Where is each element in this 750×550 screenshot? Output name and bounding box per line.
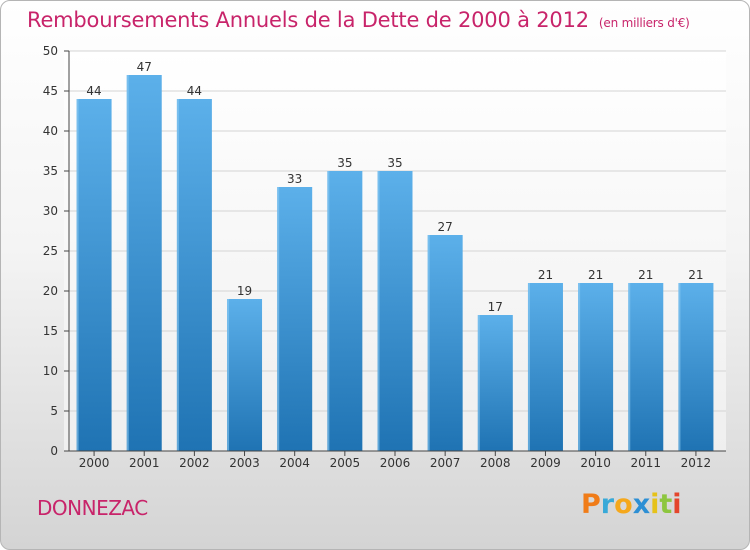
y-tick-label: 35 [43, 164, 58, 178]
y-tick-label: 40 [43, 124, 58, 138]
y-tick-label: 30 [43, 204, 58, 218]
y-tick-label: 10 [43, 364, 58, 378]
x-tick-label: 2004 [279, 456, 310, 470]
bars [76, 75, 714, 451]
axes [64, 50, 726, 456]
logo-letter: x [632, 489, 651, 520]
bar-highlight [427, 235, 430, 451]
bar-highlight [277, 187, 280, 451]
bar-value-label: 35 [337, 156, 352, 170]
bar-highlight [126, 75, 129, 451]
bar [427, 235, 463, 451]
x-tick-label: 2007 [430, 456, 461, 470]
bar [227, 299, 263, 451]
logo-letter: i [650, 489, 660, 520]
bar [176, 99, 212, 451]
bar-value-label: 33 [287, 172, 302, 186]
proxiti-logo: Proxiti [581, 489, 682, 520]
y-tick-label: 15 [43, 324, 58, 338]
bar-value-label: 21 [638, 268, 653, 282]
bar [327, 171, 363, 451]
x-tick-label: 2010 [580, 456, 611, 470]
bar-highlight [227, 299, 230, 451]
x-tick-label: 2012 [681, 456, 712, 470]
bar-value-label: 47 [137, 60, 152, 74]
logo-letter: P [581, 489, 601, 520]
bar-value-label: 21 [588, 268, 603, 282]
bar-value-label: 19 [237, 284, 252, 298]
bar-value-label: 17 [488, 300, 503, 314]
chart-title-unit: (en milliers d'€) [598, 16, 690, 30]
x-tick-label: 2011 [630, 456, 661, 470]
x-tick-label: 2006 [380, 456, 411, 470]
bar [76, 99, 112, 451]
bar [477, 315, 513, 451]
bar-highlight [527, 283, 530, 451]
bar-value-label: 44 [86, 84, 101, 98]
commune-name: DONNEZAC [37, 496, 148, 520]
y-tick-label: 25 [43, 244, 58, 258]
bar-highlight [628, 283, 631, 451]
bar-highlight [176, 99, 179, 451]
x-tick-label: 2000 [79, 456, 110, 470]
y-tick-label: 50 [43, 44, 58, 58]
y-tick-label: 5 [50, 404, 58, 418]
y-tick-label: 0 [50, 444, 58, 458]
bar-value-label: 44 [187, 84, 202, 98]
logo-letter: t [659, 489, 673, 520]
x-tick-label: 2001 [129, 456, 160, 470]
bar [527, 283, 563, 451]
x-tick-label: 2005 [330, 456, 361, 470]
bar [628, 283, 664, 451]
bar-value-label: 27 [438, 220, 453, 234]
y-tick-label: 20 [43, 284, 58, 298]
x-tick-label: 2003 [229, 456, 260, 470]
bar-highlight [678, 283, 681, 451]
y-tick-label: 45 [43, 84, 58, 98]
bar-highlight [377, 171, 380, 451]
bar-highlight [327, 171, 330, 451]
bar-highlight [578, 283, 581, 451]
x-tick-label: 2009 [530, 456, 561, 470]
bar [277, 187, 313, 451]
bar-highlight [477, 315, 480, 451]
bar [377, 171, 413, 451]
labels: 0 5 10 15 20 25 30 35 40 45 50 44 2000 47 2001 44 2002 19… [43, 44, 711, 470]
logo-letter: o [614, 489, 633, 520]
x-tick-label: 2008 [480, 456, 511, 470]
bar-highlight [76, 99, 79, 451]
chart-title-main: Remboursements Annuels de la Dette de 20… [27, 8, 589, 32]
bar-value-label: 21 [538, 268, 553, 282]
logo-letter: i [672, 489, 682, 520]
bar [578, 283, 614, 451]
chart-title: Remboursements Annuels de la Dette de 20… [27, 8, 690, 32]
bar [126, 75, 162, 451]
bar [678, 283, 714, 451]
logo-letter: r [600, 489, 615, 520]
bar-value-label: 21 [688, 268, 703, 282]
bar-value-label: 35 [387, 156, 402, 170]
x-tick-label: 2002 [179, 456, 210, 470]
